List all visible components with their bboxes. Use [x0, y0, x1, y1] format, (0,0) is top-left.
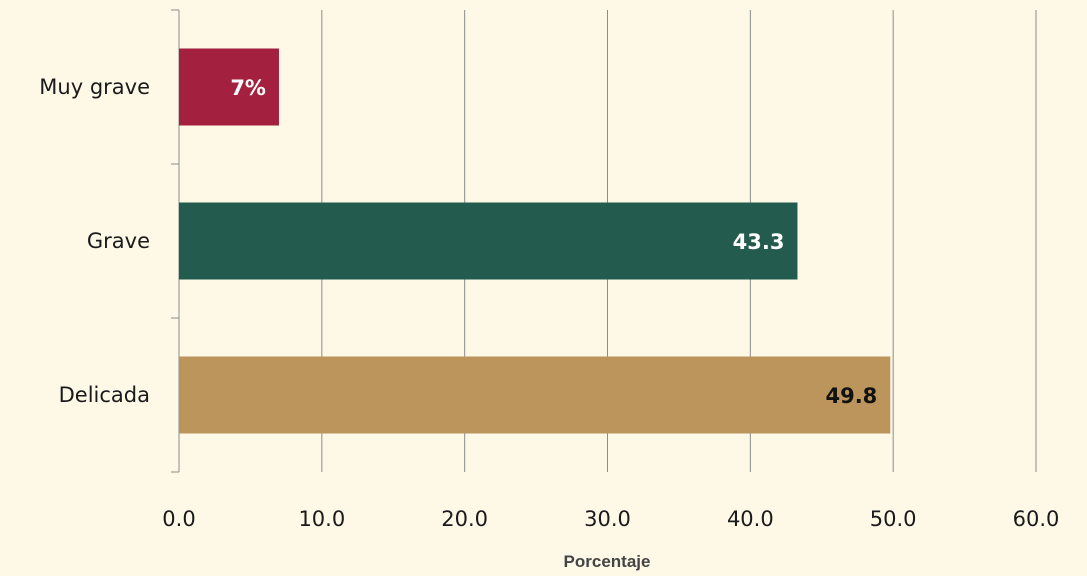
y-axis [171, 9, 180, 473]
x-tick-labels: 0.0 10.0 20.0 30.0 40.0 50.0 60.0 [162, 507, 1059, 531]
data-label: 7% [230, 76, 266, 100]
x-axis-title: Porcentaje [564, 552, 651, 571]
bar [179, 356, 891, 434]
x-tick-label: 0.0 [162, 507, 195, 531]
category-labels: Muy grave Grave Delicada [39, 75, 150, 407]
bar [179, 48, 279, 126]
data-label: 49.8 [825, 384, 877, 408]
category-label: Delicada [59, 383, 150, 407]
category-label: Grave [87, 229, 150, 253]
data-label: 43.3 [733, 230, 785, 254]
x-tick-label: 10.0 [298, 507, 345, 531]
x-tick-label: 30.0 [584, 507, 631, 531]
bars: 7% 43.3 49.8 [179, 48, 891, 434]
category-label: Muy grave [39, 75, 150, 99]
x-tick-label: 40.0 [727, 507, 774, 531]
bar [179, 202, 798, 280]
x-tick-label: 60.0 [1013, 507, 1060, 531]
x-tick-label: 50.0 [870, 507, 917, 531]
x-tick-label: 20.0 [441, 507, 488, 531]
